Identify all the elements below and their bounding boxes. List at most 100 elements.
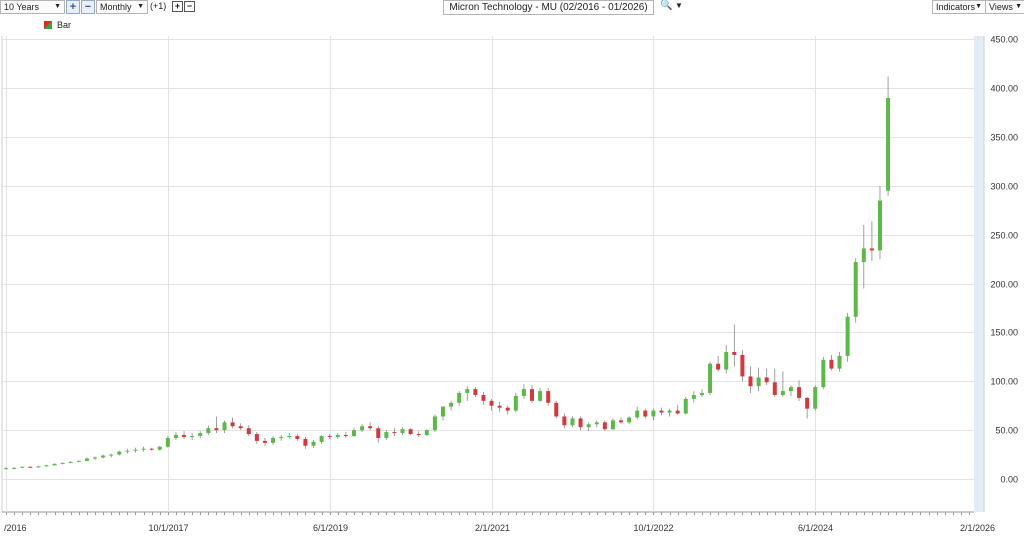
candle-body [262,440,267,443]
bar-legend-icon [44,21,52,29]
offset-label: (+1) [150,1,167,11]
candle-body [530,389,535,401]
y-axis: 450.00 400.00 350.00 300.00 250.00 200.00 150.… [990,35,1018,485]
candle-body [198,433,203,437]
candle-body [481,394,486,401]
offset-decrease-button[interactable]: − [184,1,195,12]
candle-body [432,416,437,431]
candle-body [497,405,502,408]
y-tick-label: 100.00 [990,377,1018,387]
candle-body [303,438,308,446]
chevron-down-icon[interactable]: ▼ [675,1,683,10]
candle-body [683,398,688,414]
candle-body [449,402,454,407]
candle-body [295,436,300,439]
candle-body [351,430,356,437]
candle-body [797,387,802,398]
chart-grid [1,36,985,513]
candle-body [699,393,704,395]
chevron-down-icon: ▼ [54,3,61,10]
candle-body [287,436,292,438]
candle-body [845,316,850,356]
y-tick-label: 400.00 [990,84,1018,94]
candle-body [554,402,559,417]
y-tick-label: 50.00 [995,426,1018,436]
candle-body [521,389,526,396]
candle-body [724,351,729,370]
candle-body [368,426,373,429]
candle-body [125,450,130,452]
candle-body [400,429,405,434]
candle-body [20,466,25,468]
candle-body [813,387,818,409]
candle-body [651,410,656,417]
x-tick-label: 10/1/2022 [633,523,673,533]
y-tick-label: 0.00 [1000,475,1018,485]
candle-body [4,468,8,470]
candle-body [335,435,340,437]
candle-body [675,410,680,414]
symbol-title-field[interactable]: Micron Technology - MU (02/2016 - 01/202… [443,0,654,15]
x-axis: /2016 10/1/2017 6/1/2019 2/1/2021 10/1/2022 6… [4,512,995,533]
candle-body [101,455,106,458]
candle-body [538,391,543,401]
y-tick-label: 200.00 [990,280,1018,290]
candle-body [886,97,891,191]
candle-body [667,410,672,413]
candle-body [610,420,615,430]
x-tick-label: /2016 [4,523,27,533]
candle-body [805,397,810,409]
offset-increase-button[interactable]: + [172,1,183,12]
chevron-down-icon: ▼ [137,3,144,10]
candle-body [861,248,866,263]
candle-body [360,426,365,431]
search-icon[interactable]: 🔍 [660,0,673,11]
candle-body [133,449,138,451]
x-tick-label: 2/1/2021 [475,523,510,533]
candle-body [570,418,575,426]
y-tick-label: 450.00 [990,35,1018,45]
range-select[interactable]: 10 Years ▼ [0,0,65,14]
candle-body [821,359,826,388]
candle-body [149,448,154,450]
candle-body [716,363,721,370]
candle-body [837,355,842,369]
candle-body [829,359,834,369]
candle-body [376,428,381,438]
candle-body [165,437,170,447]
candle-body [416,434,421,436]
zoom-in-button[interactable]: + [66,0,80,14]
views-button[interactable]: Views ▼ [985,0,1024,14]
candle-body [271,437,276,443]
candle-body [505,407,510,411]
candle-body [691,394,696,399]
x-tick-label: 2/1/2026 [960,523,995,533]
candle-body [392,432,397,434]
candle-body [780,391,785,395]
toolbar: 10 Years ▼ + − Monthly ▼ (+1) + − Micron… [0,0,1024,15]
candle-body [764,377,769,383]
zoom-out-button[interactable]: − [81,0,95,14]
candle-body [578,418,583,428]
candle-body [190,436,195,438]
candle-body [643,410,648,417]
candle-body [732,351,737,355]
candle-body [408,429,413,435]
interval-select[interactable]: Monthly ▼ [96,0,148,14]
candle-body [60,462,65,464]
chevron-down-icon: ▼ [1015,3,1022,10]
candle-body [619,420,624,423]
candle-body [424,430,429,436]
candle-body [384,432,389,438]
candle-body [586,424,591,428]
candle-body [279,436,284,438]
candle-body [440,406,445,417]
candle-body [36,466,41,468]
candle-body [222,422,227,431]
candle-body [756,377,761,387]
chart-legend[interactable]: Bar [44,20,71,30]
candle-body [68,461,73,463]
candle-body [562,416,567,426]
candle-body [206,428,211,434]
